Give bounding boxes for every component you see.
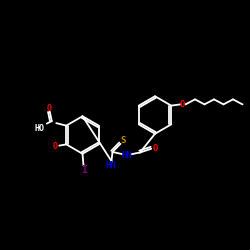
Text: S: S (120, 136, 126, 145)
Text: HO: HO (35, 124, 45, 132)
Text: I: I (81, 165, 87, 175)
Text: O: O (180, 100, 185, 109)
Text: O: O (52, 142, 58, 151)
Text: O: O (47, 104, 52, 112)
Text: O: O (153, 144, 158, 153)
Text: HN: HN (106, 161, 117, 170)
Text: HN: HN (121, 150, 132, 160)
